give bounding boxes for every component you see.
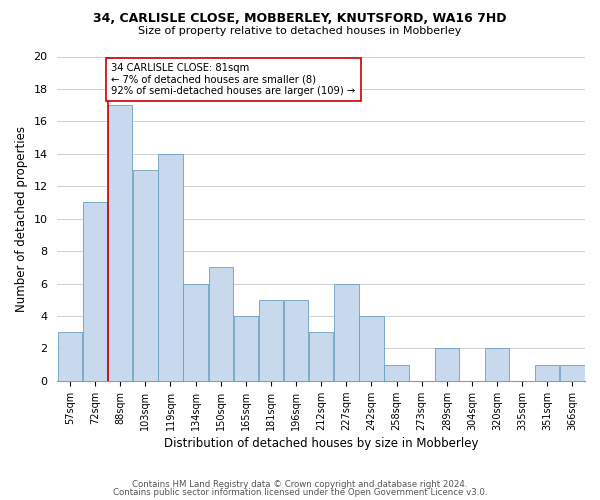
- Bar: [485, 348, 509, 381]
- Bar: [209, 268, 233, 381]
- Bar: [233, 316, 258, 381]
- Text: Contains public sector information licensed under the Open Government Licence v3: Contains public sector information licen…: [113, 488, 487, 497]
- Text: 34, CARLISLE CLOSE, MOBBERLEY, KNUTSFORD, WA16 7HD: 34, CARLISLE CLOSE, MOBBERLEY, KNUTSFORD…: [93, 12, 507, 26]
- Bar: [385, 364, 409, 381]
- Bar: [108, 105, 133, 381]
- Bar: [535, 364, 559, 381]
- Text: Contains HM Land Registry data © Crown copyright and database right 2024.: Contains HM Land Registry data © Crown c…: [132, 480, 468, 489]
- Bar: [560, 364, 584, 381]
- Bar: [284, 300, 308, 381]
- Bar: [133, 170, 158, 381]
- Bar: [334, 284, 359, 381]
- Text: 34 CARLISLE CLOSE: 81sqm
← 7% of detached houses are smaller (8)
92% of semi-det: 34 CARLISLE CLOSE: 81sqm ← 7% of detache…: [112, 63, 356, 96]
- X-axis label: Distribution of detached houses by size in Mobberley: Distribution of detached houses by size …: [164, 437, 478, 450]
- Y-axis label: Number of detached properties: Number of detached properties: [15, 126, 28, 312]
- Bar: [158, 154, 182, 381]
- Bar: [184, 284, 208, 381]
- Text: Size of property relative to detached houses in Mobberley: Size of property relative to detached ho…: [139, 26, 461, 36]
- Bar: [309, 332, 334, 381]
- Bar: [359, 316, 383, 381]
- Bar: [434, 348, 459, 381]
- Bar: [83, 202, 107, 381]
- Bar: [58, 332, 82, 381]
- Bar: [259, 300, 283, 381]
